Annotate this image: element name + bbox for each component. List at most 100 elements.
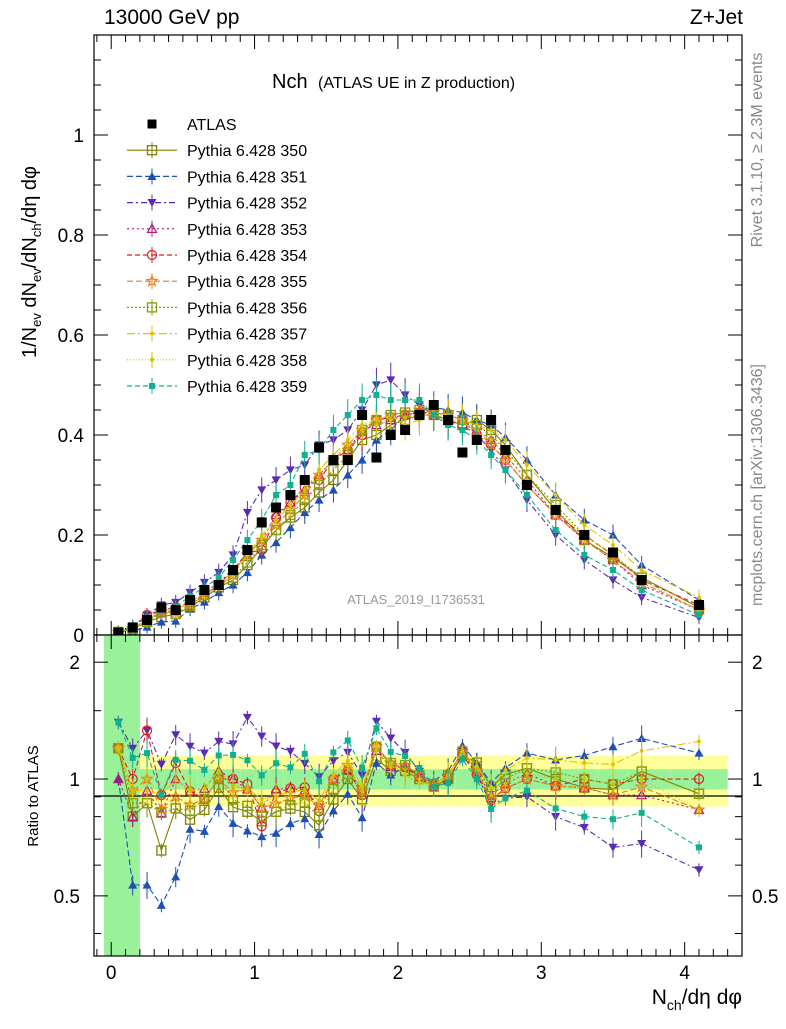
series-line (118, 394, 700, 633)
series-point (317, 468, 322, 472)
series-point (359, 397, 366, 403)
series-point (345, 443, 350, 447)
ratio-point (488, 805, 495, 812)
series-point (610, 543, 615, 547)
ratio-series-line (117, 748, 700, 853)
ratio-point (285, 747, 295, 756)
ratio-point (371, 758, 381, 767)
series-point (360, 428, 365, 432)
ratio-point (328, 783, 339, 795)
ratio-point (128, 880, 138, 889)
legend-entry: Pythia 6.428 350 (127, 142, 307, 160)
series-point (430, 412, 437, 418)
ratio-point (185, 742, 195, 751)
series-point (524, 463, 529, 467)
legend-label: Pythia 6.428 358 (187, 353, 307, 370)
data-point (521, 480, 532, 490)
legend-label: Pythia 6.428 354 (187, 248, 307, 265)
series-point (156, 617, 166, 626)
ratio-point (694, 748, 704, 757)
legend-marker (146, 302, 158, 313)
series-line (118, 411, 700, 634)
ratio-band-inner (154, 769, 169, 790)
main-y-tick-label: 0.4 (58, 426, 85, 447)
ratio-point (258, 772, 265, 779)
legend-entry: Pythia 6.428 351 (127, 168, 307, 186)
series-line (118, 379, 700, 633)
ratio-point (188, 786, 193, 791)
ratio-y-tick-label-right: 2 (752, 653, 763, 674)
main-y-tick-label: 1 (73, 126, 84, 147)
ratio-point (694, 866, 704, 875)
series-point (695, 612, 702, 618)
ratio-point (215, 752, 222, 759)
series-point (488, 452, 495, 458)
ratio-point (171, 731, 181, 740)
ratio-point (609, 816, 616, 823)
series-point (271, 476, 281, 485)
ratio-point (402, 753, 409, 760)
legend-marker (146, 249, 158, 261)
ratio-point (285, 819, 295, 828)
data-point (400, 425, 411, 435)
ratio-point (503, 768, 508, 773)
ratio-series-line (117, 745, 700, 811)
series-line (118, 414, 700, 633)
ratio-point (302, 788, 307, 793)
legend-marker (147, 199, 157, 208)
data-point (170, 605, 181, 615)
series-point (374, 423, 379, 427)
ratio-point (316, 778, 323, 785)
ratio-series-line (117, 722, 700, 848)
ratio-point (693, 788, 705, 799)
ratio-point (242, 800, 253, 811)
x-axis-label: Nch/dη dφ (652, 986, 742, 1013)
legend-label: Pythia 6.428 350 (187, 143, 307, 160)
ratio-point (489, 793, 494, 798)
ratio-point (610, 762, 615, 767)
data-point (550, 505, 561, 515)
ratio-point (314, 829, 324, 839)
series-line (118, 411, 700, 633)
ratio-series (111, 710, 706, 913)
ratio-point (244, 757, 251, 764)
data-point (486, 415, 497, 425)
ratio-y-tick-label: 1 (69, 770, 80, 791)
ratio-band-inner (455, 769, 470, 790)
ratio-point (216, 768, 221, 773)
x-tick-label: 2 (393, 963, 404, 984)
ratio-point (185, 824, 195, 833)
legend-marker (145, 274, 159, 287)
ratio-point (693, 773, 705, 785)
legend-entry: Pythia 6.428 358 (127, 351, 307, 370)
ratio-point (430, 783, 437, 790)
series-point (285, 466, 295, 475)
legend-entry: ATLAS (147, 117, 237, 134)
ratio-point (274, 794, 279, 799)
ratio-point (202, 786, 207, 791)
ratio-point (330, 749, 337, 756)
ratio-point (259, 801, 264, 806)
series-point (553, 493, 558, 497)
ratio-point (579, 823, 589, 833)
ratio-point (553, 757, 558, 762)
main-y-tick-label: 0 (73, 626, 84, 647)
data-point (443, 415, 454, 425)
ratio-point (387, 748, 394, 755)
series-point (357, 455, 367, 464)
ratio-series-line (117, 745, 700, 818)
data-point (299, 475, 310, 485)
ratio-point (638, 809, 645, 816)
data-point (693, 600, 704, 610)
data-point (500, 445, 511, 455)
plot-title-sub: (ATLAS UE in Z production) (318, 75, 515, 92)
series-point (271, 538, 281, 547)
ratio-point (199, 826, 209, 835)
series-point (416, 397, 423, 403)
ratio-point (187, 757, 194, 764)
ratio-point (158, 792, 165, 799)
ratio-point (242, 826, 252, 835)
ratio-point (170, 803, 181, 814)
ratio-point (359, 764, 366, 771)
